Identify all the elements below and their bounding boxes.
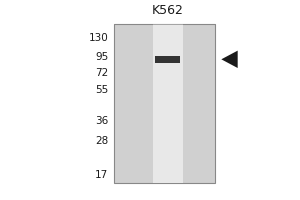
Polygon shape	[221, 51, 238, 68]
Text: 28: 28	[95, 136, 108, 146]
Bar	[153, 24, 183, 183]
Text: 36: 36	[95, 116, 108, 126]
Text: K562: K562	[152, 4, 184, 17]
Text: 55: 55	[95, 85, 108, 95]
Text: 130: 130	[88, 33, 108, 43]
Bar	[114, 24, 215, 183]
Bar	[155, 56, 181, 63]
Text: 17: 17	[95, 170, 108, 180]
Text: 95: 95	[95, 52, 108, 62]
Text: 72: 72	[95, 68, 108, 78]
